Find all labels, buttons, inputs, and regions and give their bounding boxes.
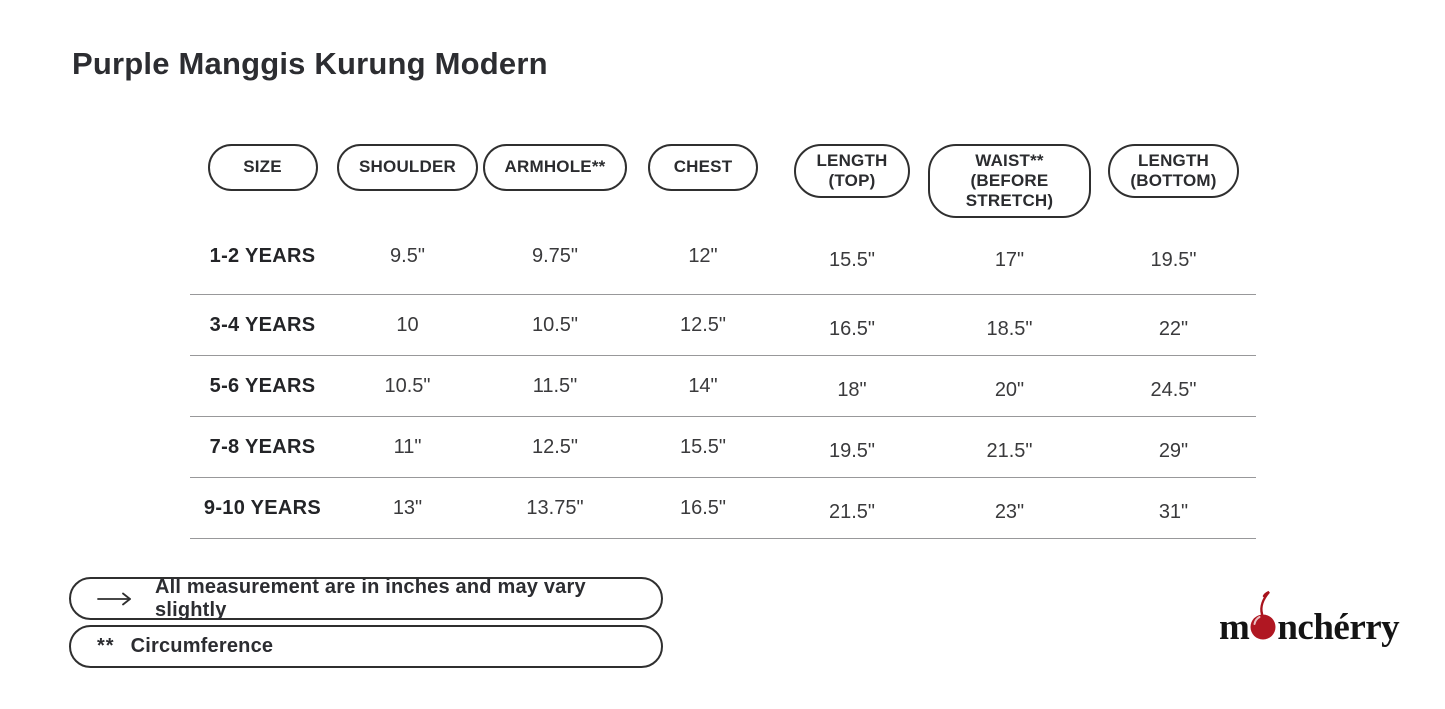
length-top-value: 18": [837, 378, 867, 401]
table-header-row: SIZE SHOULDER ARMHOLE** CHEST LENGTH (TO…: [190, 144, 1256, 219]
table-row: 7-8 YEARS 11" 12.5" 15.5" 19.5" 21.5" 29…: [190, 417, 1256, 479]
table-row: 3-4 YEARS 10 10.5" 12.5" 16.5" 18.5" 22": [190, 295, 1256, 357]
row-size-label: 7-8 YEARS: [209, 435, 316, 458]
row-size-label: 1-2 YEARS: [209, 244, 316, 267]
brand-logo: m nchérry: [1219, 590, 1400, 649]
armhole-value: 10.5": [531, 313, 579, 336]
length-bottom-value: 22": [1158, 317, 1189, 340]
long-right-arrow-icon: [97, 592, 133, 606]
column-header-length-bottom: LENGTH (BOTTOM): [1108, 144, 1239, 199]
circumference-note: ** Circumference: [69, 625, 663, 668]
length-top-value: 16.5": [828, 317, 876, 340]
double-asterisk-marker: **: [97, 635, 115, 657]
shoulder-value: 9.5": [390, 244, 425, 267]
armhole-value: 13.75": [526, 496, 584, 519]
chest-value: 14": [688, 374, 718, 397]
page-title: Purple Manggis Kurung Modern: [72, 46, 548, 81]
waist-value: 18.5": [986, 317, 1033, 340]
chest-value: 15.5": [679, 435, 727, 458]
cherry-icon: [1250, 590, 1277, 649]
circumference-note-text: Circumference: [130, 635, 274, 657]
chest-value: 12.5": [679, 313, 727, 336]
logo-text-prefix: m: [1219, 607, 1250, 648]
measurement-note: All measurement are in inches and may va…: [69, 575, 663, 621]
length-top-value: 21.5": [828, 500, 876, 523]
length-bottom-value: 24.5": [1150, 378, 1197, 401]
chest-value: 16.5": [679, 496, 727, 519]
length-bottom-value: 19.5": [1150, 248, 1197, 271]
length-bottom-value: 29": [1158, 439, 1189, 462]
shoulder-value: 10.5": [384, 374, 431, 397]
table-row: 5-6 YEARS 10.5" 11.5" 14" 18" 20" 24.5": [190, 356, 1256, 418]
length-top-value: 15.5": [828, 248, 876, 271]
chest-value: 12": [688, 244, 718, 267]
waist-value: 21.5": [986, 439, 1033, 462]
armhole-value: 12.5": [531, 435, 579, 458]
column-header-waist: WAIST** (BEFORE STRETCH): [928, 144, 1091, 219]
waist-value: 17": [994, 248, 1025, 271]
column-header-chest: CHEST: [648, 144, 758, 191]
table-row: 9-10 YEARS 13" 13.75" 16.5" 21.5" 23" 31…: [190, 478, 1256, 540]
column-header-length-top: LENGTH (TOP): [794, 144, 910, 199]
shoulder-value: 11": [393, 435, 422, 458]
row-size-label: 5-6 YEARS: [209, 374, 316, 397]
column-header-shoulder: SHOULDER: [337, 144, 478, 191]
column-header-size: SIZE: [207, 144, 318, 191]
waist-value: 23": [994, 500, 1025, 523]
row-size-label: 3-4 YEARS: [209, 313, 316, 336]
logo-text-suffix: nchérry: [1277, 607, 1400, 648]
row-size-label: 9-10 YEARS: [203, 496, 322, 519]
table-row: 1-2 YEARS 9.5" 9.75" 12" 15.5" 17" 19.5": [190, 218, 1256, 296]
armhole-value: 11.5": [532, 374, 578, 397]
footnotes: All measurement are in inches and may va…: [69, 575, 663, 668]
shoulder-value: 10: [396, 313, 419, 336]
armhole-value: 9.75": [531, 244, 579, 267]
measurement-note-text: All measurement are in inches and may va…: [155, 575, 586, 621]
length-bottom-value: 31": [1158, 500, 1189, 523]
size-chart-table: SIZE SHOULDER ARMHOLE** CHEST LENGTH (TO…: [190, 144, 1256, 540]
waist-value: 20": [994, 378, 1025, 401]
length-top-value: 19.5": [828, 439, 876, 462]
column-header-armhole: ARMHOLE**: [482, 144, 628, 191]
shoulder-value: 13": [392, 496, 423, 519]
